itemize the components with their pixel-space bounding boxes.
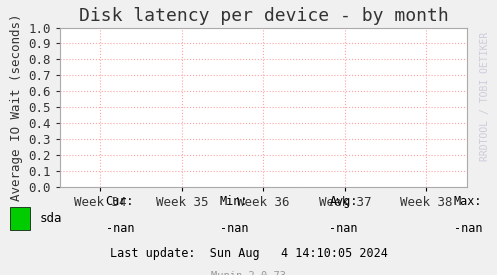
Text: Cur:: Cur: bbox=[106, 195, 134, 208]
Text: Max:: Max: bbox=[454, 195, 482, 208]
Text: sda: sda bbox=[40, 212, 62, 226]
Text: RRDTOOL / TOBI OETIKER: RRDTOOL / TOBI OETIKER bbox=[480, 32, 490, 161]
Text: Munin 2.0.73: Munin 2.0.73 bbox=[211, 271, 286, 275]
Title: Disk latency per device - by month: Disk latency per device - by month bbox=[79, 7, 448, 24]
Text: Avg:: Avg: bbox=[330, 195, 358, 208]
Text: Min:: Min: bbox=[220, 195, 248, 208]
FancyBboxPatch shape bbox=[10, 207, 30, 230]
Text: -nan: -nan bbox=[454, 222, 482, 235]
Text: Last update:  Sun Aug   4 14:10:05 2024: Last update: Sun Aug 4 14:10:05 2024 bbox=[109, 247, 388, 260]
Text: -nan: -nan bbox=[220, 222, 248, 235]
Text: -nan: -nan bbox=[330, 222, 358, 235]
Y-axis label: Average IO Wait (seconds): Average IO Wait (seconds) bbox=[9, 13, 22, 201]
Text: -nan: -nan bbox=[106, 222, 134, 235]
